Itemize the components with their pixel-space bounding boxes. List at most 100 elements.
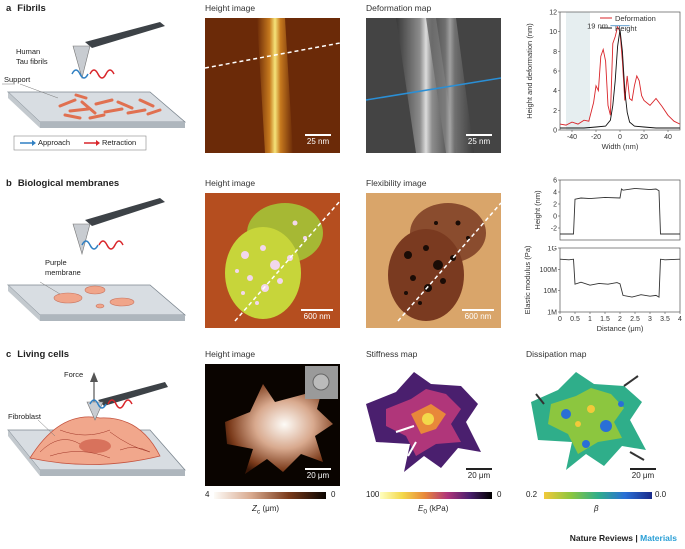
row-letter: a [6,3,12,14]
scale-bar-label: 25 nm [467,137,491,146]
panel-title: Deformation map [366,3,432,13]
y-tick-label: 6 [553,178,557,185]
row-title: Living cells [17,349,70,360]
membrane-schematic [6,198,187,321]
row-letter: b [6,178,12,189]
y-tick-label: 8 [553,49,557,56]
publisher-name: Nature Reviews [569,533,634,543]
panel-title: Stiffness map [366,349,418,359]
height-image: 25 nm [205,18,340,153]
colorbar-subscript: c [256,508,261,516]
colorbar-symbol: Z [252,504,257,513]
y-tick-label: 1G [548,246,557,253]
x-tick-label: 2.5 [630,316,640,323]
force-label: Force [64,370,84,379]
y-tick-label: 0 [553,214,557,221]
x-tick-label: 3.5 [660,316,670,323]
row-title: Fibrils [17,3,46,14]
x-tick-label: 1 [588,316,592,323]
colorbar-symbol: E [418,504,424,513]
colorbar-max: 0 [497,490,502,499]
y-axis-label: Height and deformation (nm) [525,23,534,119]
scale-bar: 25 nm [466,134,492,146]
series-line [559,258,681,298]
row-c-label: c Living cells [6,349,69,360]
colorbar-unit: (kPa) [427,504,449,513]
row-title: Biological membranes [17,178,120,189]
colorbar-label: E0 (kPa) [418,504,448,516]
approach-label: Approach [38,138,71,147]
x-tick-label: 40 [664,134,672,141]
membrane-height-image: 600 nm [205,193,340,328]
y-axis-label: Elastic modulus (Pa) [523,246,532,314]
dissipation-colorbar [544,492,652,499]
x-tick-label: 2 [618,316,622,323]
y-tick-label: 6 [553,69,557,76]
x-tick-label: 0 [558,316,562,323]
x-tick-label: 4 [678,316,682,323]
y-tick-label: 0 [553,128,557,135]
y-tick-label: 100M [539,267,557,274]
fibrils-label: Human Tau fibrils [16,47,48,66]
x-tick-label: 3 [648,316,652,323]
scale-bar: 600 nm [301,309,333,321]
legend-label: Deformation [615,14,656,23]
journal-name: Materials [640,533,677,543]
fibroblast-label: Fibroblast [8,412,41,421]
row-a-label: a Fibrils [6,3,46,14]
stiffness-map: 20 μm [366,364,501,486]
legend-label: Height [615,24,638,33]
x-tick-label: 20 [640,134,648,141]
plot-shading [566,12,590,130]
colorbar-max: 0 [331,490,336,499]
scale-bar: 20 μm [630,468,656,480]
panel-title: Height image [205,3,256,13]
fibrils-schematic [2,22,187,151]
scale-bar-label: 20 μm [467,471,491,480]
colorbar-unit: (μm) [260,504,280,513]
panel-title: Dissipation map [526,349,587,359]
colorbar-symbol: β [594,504,599,513]
scale-bar: 20 μm [305,468,331,480]
y-tick-label: 10M [543,288,557,295]
series-line [560,187,680,235]
scale-bar-label: 25 nm [306,137,330,146]
cell-schematic [7,372,186,476]
y-tick-label: 4 [553,88,557,95]
support-label: Support [4,75,31,84]
panel-title: Flexibility image [366,178,427,188]
series-line [560,29,680,129]
cell-height-image: 20 μm [205,364,340,486]
series-line [559,25,681,126]
x-tick-label: 0 [618,134,622,141]
y-tick-label: 10 [549,29,557,36]
colorbar-subscript: 0 [423,508,428,516]
y-tick-label: 1M [547,310,557,317]
row-b-label: b Biological membranes [6,178,119,189]
colorbar-label: Zc (μm) [252,504,279,516]
scale-bar: 25 nm [305,134,331,146]
y-axis-label: Height (nm) [533,190,542,230]
annotation-label: 19 nm [587,21,608,30]
colorbar-min: 0.2 [526,490,538,499]
x-tick-label: -40 [567,134,577,141]
x-axis-label: Distance (μm) [597,324,644,333]
dissipation-map: 20 μm [526,364,666,486]
scale-bar-label: 20 μm [631,471,655,480]
y-tick-label: 2 [553,202,557,209]
x-tick-label: 1.5 [600,316,610,323]
plot-frame [559,179,681,241]
row-letter: c [6,349,12,360]
journal-footer: Nature Reviews | Materials [570,533,677,543]
y-tick-label: -2 [551,226,557,233]
scale-bar-label: 20 μm [306,471,330,480]
panel-title: Height image [205,178,256,188]
colorbar-max: 0.0 [655,490,667,499]
stiffness-colorbar [380,492,492,499]
y-tick-label: 2 [553,108,557,115]
x-axis-label: Width (nm) [602,142,639,151]
plot-frame [559,247,681,313]
retraction-label: Retraction [102,138,137,147]
x-tick-label: -20 [591,134,601,141]
membrane-label: Purple membrane [45,258,81,277]
